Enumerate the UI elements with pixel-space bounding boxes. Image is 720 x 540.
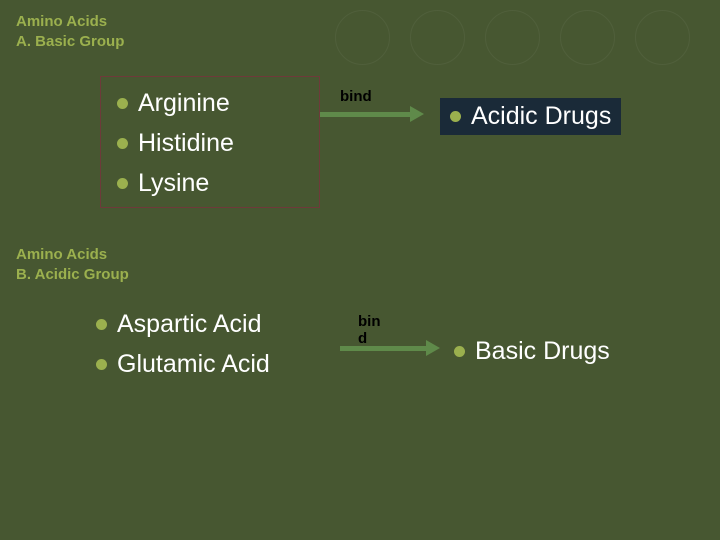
deco-circle — [560, 10, 615, 65]
amino-acid-label: Lysine — [138, 167, 209, 201]
list-item: Arginine — [117, 87, 303, 121]
result-acidic-drugs: Acidic Drugs — [440, 98, 621, 135]
decorative-circles — [335, 10, 690, 65]
amino-acid-label: Glutamic Acid — [117, 348, 270, 382]
arrow-icon — [320, 112, 416, 117]
amino-acid-label: Arginine — [138, 87, 230, 121]
bind-label: bin d — [358, 314, 388, 347]
bullet-icon — [450, 111, 461, 122]
list-item: Glutamic Acid — [96, 348, 324, 382]
section-header-acidic: Amino Acids B. Acidic Group — [16, 245, 129, 284]
amino-acid-label: Aspartic Acid — [117, 308, 262, 342]
deco-circle — [335, 10, 390, 65]
amino-acid-label: Histidine — [138, 127, 234, 161]
deco-circle — [635, 10, 690, 65]
result-basic-drugs: Basic Drugs — [444, 333, 620, 370]
bullet-icon — [117, 98, 128, 109]
header-line: Amino Acids — [16, 13, 107, 30]
bind-label: bind — [340, 88, 372, 105]
list-item: Lysine — [117, 167, 303, 201]
basic-group-box: Arginine Histidine Lysine — [100, 76, 320, 208]
bullet-icon — [454, 346, 465, 357]
result-label: Basic Drugs — [475, 337, 610, 366]
bullet-icon — [117, 178, 128, 189]
acidic-group-box: Aspartic Acid Glutamic Acid — [80, 298, 340, 394]
deco-circle — [410, 10, 465, 65]
list-item: Aspartic Acid — [96, 308, 324, 342]
arrow-icon — [340, 346, 432, 351]
result-label: Acidic Drugs — [471, 102, 611, 131]
deco-circle — [485, 10, 540, 65]
header-line: A. Basic Group — [16, 33, 124, 50]
bullet-icon — [96, 359, 107, 370]
bullet-icon — [117, 138, 128, 149]
header-line: B. Acidic Group — [16, 266, 129, 283]
section-header-basic: Amino Acids A. Basic Group — [16, 12, 124, 51]
header-line: Amino Acids — [16, 246, 107, 263]
bullet-icon — [96, 319, 107, 330]
list-item: Histidine — [117, 127, 303, 161]
